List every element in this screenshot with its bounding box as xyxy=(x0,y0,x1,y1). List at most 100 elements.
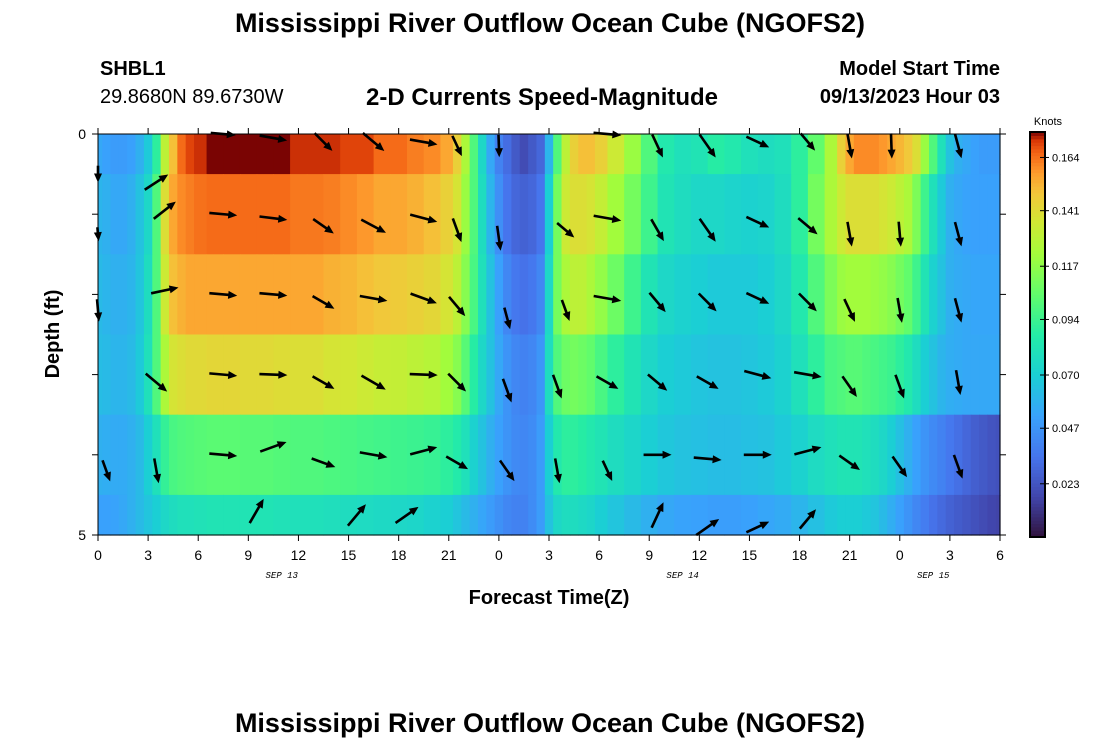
heatmap-cell xyxy=(569,134,579,175)
heatmap-cell xyxy=(185,174,195,255)
heatmap-cell xyxy=(461,334,471,416)
heatmap-cell xyxy=(912,254,922,336)
heatmap-cell xyxy=(912,174,922,255)
current-arrow xyxy=(101,459,111,482)
heatmap-cell xyxy=(657,494,675,536)
colorbar-segment xyxy=(1030,391,1045,396)
colorbar-segment xyxy=(1030,506,1045,511)
heatmap-cell xyxy=(920,414,930,496)
current-arrow xyxy=(743,369,772,380)
current-arrow xyxy=(697,292,717,312)
colorbar-segment xyxy=(1030,317,1045,322)
heatmap-cell xyxy=(707,494,725,536)
heatmap-cell xyxy=(929,134,938,175)
heatmap-cell xyxy=(757,174,776,255)
heatmap-cell xyxy=(690,334,709,416)
heatmap-cell xyxy=(323,494,341,536)
station-id: SHBL1 xyxy=(100,58,166,80)
colorbar-segment xyxy=(1030,267,1045,271)
colorbar-segment xyxy=(1030,260,1045,265)
heatmap-cell xyxy=(707,334,725,416)
current-arrow xyxy=(556,222,575,238)
date-label: SEP 13 xyxy=(266,571,299,581)
colorbar-segment xyxy=(1030,429,1045,433)
heatmap-cell xyxy=(143,494,153,536)
current-arrow xyxy=(311,375,335,389)
heatmap-cell xyxy=(837,414,847,496)
heatmap-cell xyxy=(561,174,571,255)
current-arrow xyxy=(952,454,964,479)
heatmap-cell xyxy=(929,174,938,255)
colorbar-segment xyxy=(1030,469,1045,474)
heatmap-cell xyxy=(774,414,792,496)
heatmap-cell xyxy=(118,174,128,255)
colorbar-segment xyxy=(1030,402,1045,406)
heatmap-cell xyxy=(519,414,529,496)
heatmap-cell xyxy=(987,494,997,536)
heatmap-cell xyxy=(239,494,258,536)
heatmap-cell xyxy=(903,414,913,496)
x-tick-label: 18 xyxy=(391,547,407,563)
heatmap-cell xyxy=(586,174,596,255)
colorbar-segment xyxy=(1030,483,1045,487)
heatmap-cell xyxy=(503,494,513,536)
heatmap-cell xyxy=(724,494,742,536)
current-arrow xyxy=(595,375,619,389)
current-arrow xyxy=(560,299,571,321)
current-arrow xyxy=(360,218,386,233)
x-tick-label: 6 xyxy=(996,547,1004,563)
heatmap-cell xyxy=(903,494,913,536)
heatmap-cell xyxy=(494,334,504,416)
colorbar-segment xyxy=(1030,216,1045,221)
heatmap-cell xyxy=(356,134,375,175)
x-tick-label: 9 xyxy=(244,547,252,563)
heatmap-cell xyxy=(962,414,972,496)
colorbar-segment xyxy=(1030,162,1045,167)
heatmap-cell xyxy=(837,254,847,336)
heatmap-cell xyxy=(640,134,659,175)
heatmap-cell xyxy=(870,334,880,416)
heatmap-cell xyxy=(478,334,487,416)
heatmap-cell xyxy=(528,134,538,175)
heatmap-cell xyxy=(194,174,208,255)
heatmap-cell xyxy=(127,334,137,416)
heatmap-cell xyxy=(937,174,947,255)
colorbar-segment xyxy=(1030,486,1045,491)
heatmap-cell xyxy=(519,174,529,255)
heatmap-cell xyxy=(962,254,972,336)
heatmap-cell xyxy=(340,174,358,255)
colorbar-segment xyxy=(1030,445,1045,450)
colorbar-segment xyxy=(1030,533,1045,538)
current-arrow xyxy=(498,459,515,482)
colorbar-segment xyxy=(1030,196,1045,201)
heatmap-cell xyxy=(707,254,725,336)
heatmap-cell xyxy=(569,334,579,416)
heatmap-cell xyxy=(862,174,872,255)
heatmap-cell xyxy=(895,254,905,336)
heatmap-cell xyxy=(177,334,187,416)
heatmap-cell xyxy=(912,414,922,496)
current-arrow xyxy=(259,214,288,223)
colorbar-segment xyxy=(1030,422,1045,427)
heatmap-cell xyxy=(239,254,258,336)
heatmap-cell xyxy=(624,254,642,336)
colorbar-segment xyxy=(1030,148,1045,153)
heatmap-cell xyxy=(290,134,308,175)
heatmap-cell xyxy=(954,414,964,496)
heatmap-cell xyxy=(979,254,989,336)
heatmap-cell xyxy=(110,174,120,255)
colorbar-segment xyxy=(1030,213,1045,217)
heatmap-cell xyxy=(912,494,922,536)
heatmap-cell xyxy=(102,494,112,536)
heatmap-cell xyxy=(724,174,742,255)
heatmap-cell xyxy=(306,414,325,496)
heatmap-cell xyxy=(127,414,137,496)
heatmap-cell xyxy=(356,414,375,496)
heatmap-cell xyxy=(895,174,905,255)
colorbar-segment xyxy=(1030,499,1045,504)
heatmap-cell xyxy=(423,414,442,496)
heatmap-cell xyxy=(979,494,989,536)
heatmap-cell xyxy=(853,414,863,496)
x-tick-label: 0 xyxy=(94,547,102,563)
heatmap-cell xyxy=(970,414,980,496)
